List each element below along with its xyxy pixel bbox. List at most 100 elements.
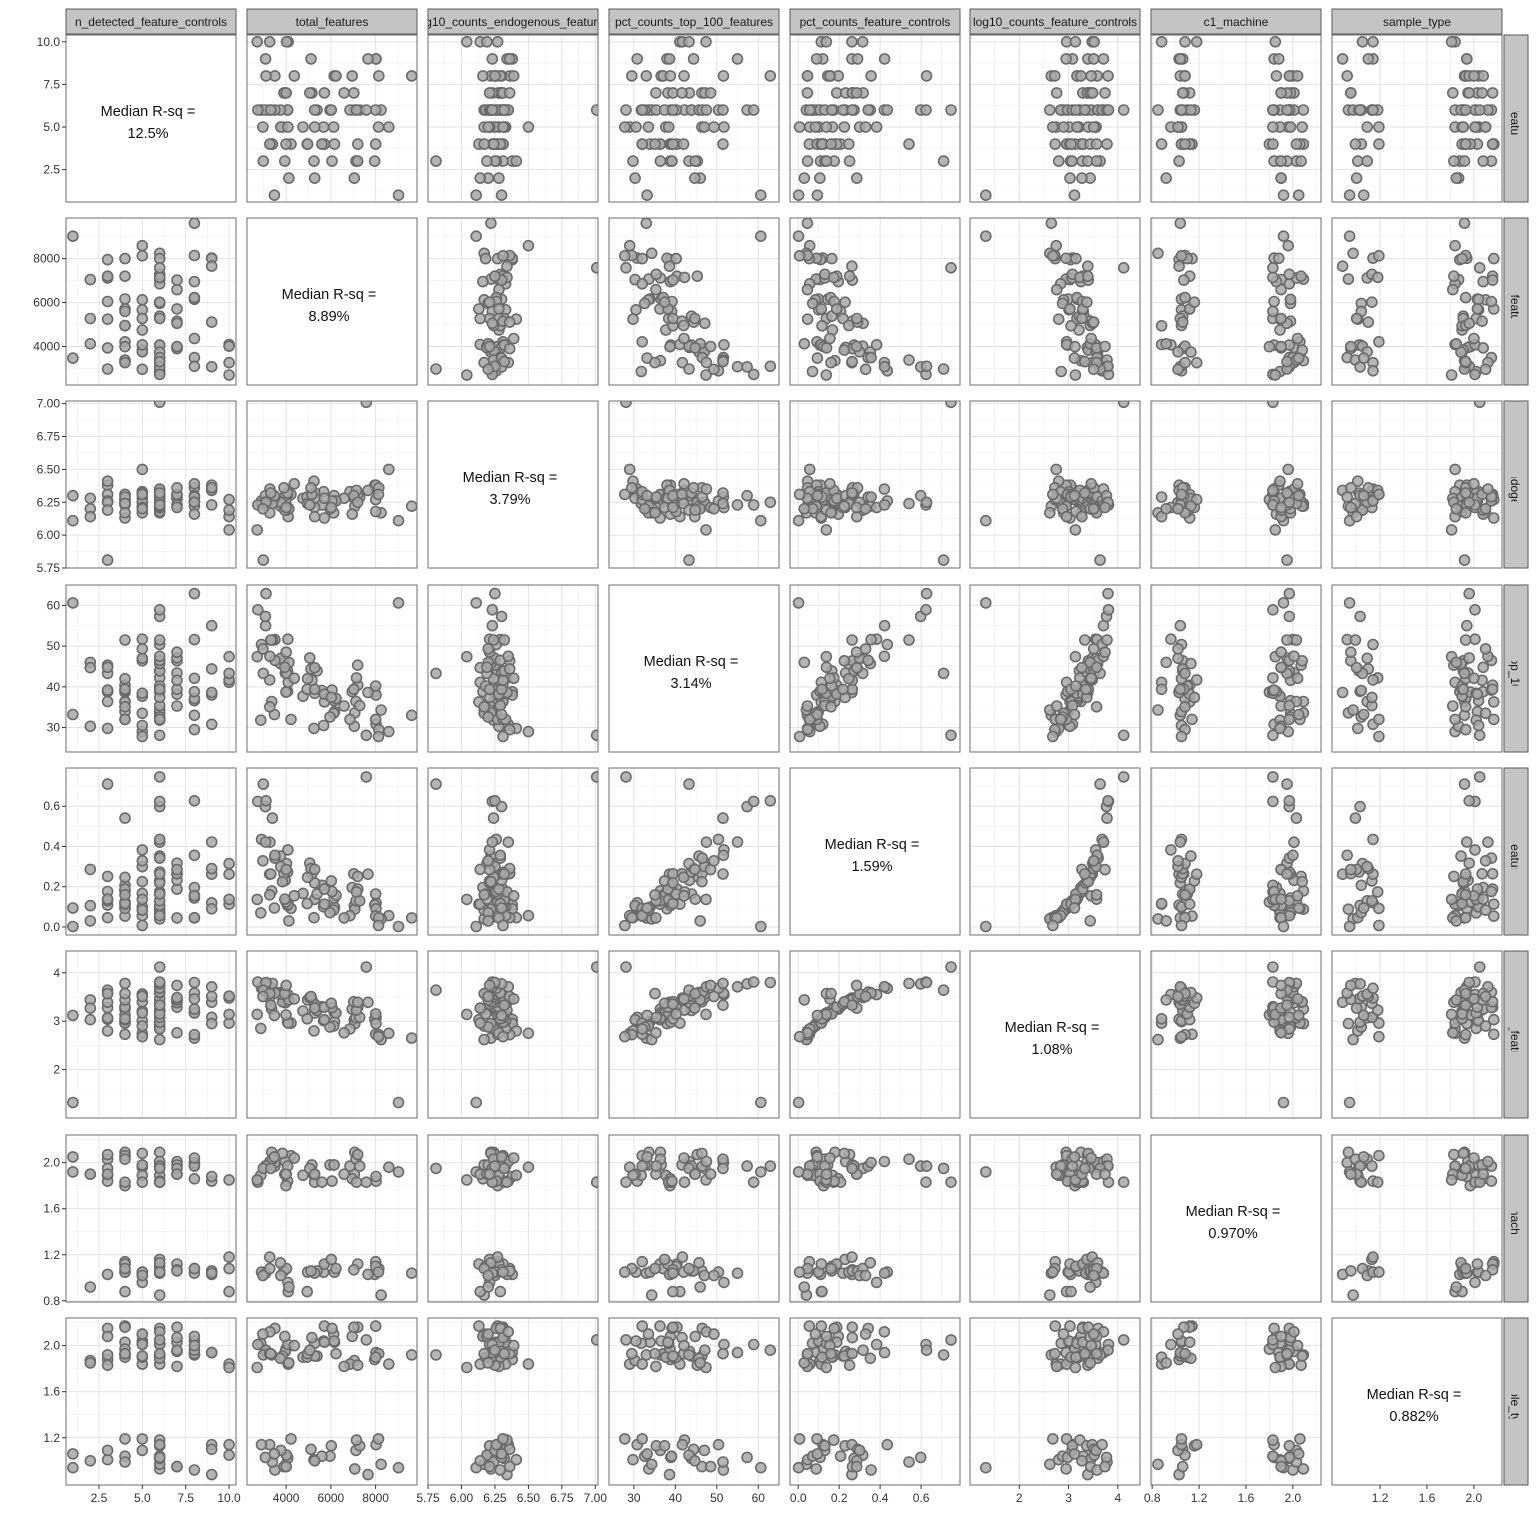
- data-point: [360, 104, 373, 116]
- data-point: [1473, 104, 1486, 116]
- panel-c1_machine-vs-log10_counts_endogenous_features: [427, 1134, 599, 1303]
- data-point: [1345, 646, 1357, 659]
- data-point: [638, 297, 651, 310]
- data-point: [1075, 70, 1087, 82]
- data-point: [497, 919, 509, 932]
- data-point: [1361, 155, 1373, 167]
- data-point: [171, 1027, 183, 1039]
- data-point: [223, 524, 235, 536]
- data-point: [630, 1335, 642, 1347]
- data-point: [308, 1002, 321, 1014]
- data-point: [188, 249, 201, 262]
- data-point: [288, 1339, 301, 1352]
- data-point: [1455, 850, 1467, 862]
- data-point: [1473, 261, 1486, 274]
- data-point: [1292, 489, 1305, 502]
- data-point: [827, 271, 840, 284]
- y-axis-n_detected_feature_controls: 2.55.07.510.0: [37, 35, 66, 177]
- data-point: [870, 1338, 883, 1351]
- data-point: [136, 904, 149, 916]
- data-point: [717, 1347, 729, 1360]
- data-point: [1445, 524, 1458, 536]
- data-point: [1447, 700, 1459, 712]
- data-point: [878, 1346, 891, 1359]
- data-point: [1486, 138, 1499, 150]
- x-tick-label: 6000: [318, 1491, 345, 1505]
- x-tick-label: 7.00: [584, 1491, 608, 1505]
- data-point: [369, 888, 382, 900]
- data-point: [268, 1151, 281, 1163]
- data-point: [153, 833, 166, 846]
- panel-total_features-vs-n_detected_feature_controls: [65, 217, 237, 386]
- data-point: [257, 502, 269, 515]
- data-point: [494, 849, 507, 862]
- data-point: [1343, 920, 1356, 933]
- data-point: [816, 683, 828, 696]
- data-point: [1102, 70, 1114, 82]
- data-point: [205, 663, 218, 675]
- data-point: [153, 650, 166, 663]
- data-point: [1461, 836, 1473, 848]
- data-point: [344, 713, 356, 726]
- data-point: [1275, 893, 1287, 906]
- data-point: [1267, 271, 1279, 284]
- data-point: [153, 1451, 166, 1464]
- data-point: [1084, 1357, 1096, 1369]
- data-point: [1450, 994, 1463, 1006]
- data-point: [507, 993, 520, 1005]
- data-point: [1345, 863, 1357, 876]
- data-point: [1459, 1028, 1472, 1041]
- data-point: [136, 875, 149, 888]
- data-point: [1269, 524, 1282, 536]
- points: [67, 401, 235, 566]
- points: [979, 1146, 1130, 1301]
- data-point: [119, 672, 131, 685]
- data-point: [920, 603, 932, 616]
- data-point: [824, 332, 836, 345]
- data-point: [188, 1464, 201, 1476]
- data-point: [372, 1030, 385, 1043]
- strip-right-label: total_features: [1508, 265, 1522, 338]
- data-point: [814, 172, 826, 184]
- data-point: [662, 1336, 674, 1348]
- data-point: [870, 338, 883, 351]
- data-point: [223, 650, 235, 663]
- y-tick-label: 2.0: [43, 1339, 60, 1353]
- data-point: [188, 911, 201, 924]
- panel-pct_counts_top_100_features-vs-c1_machine: [1150, 584, 1322, 753]
- data-point: [920, 587, 933, 600]
- x-tick-label: 1.6: [1238, 1491, 1255, 1505]
- data-point: [297, 1169, 309, 1182]
- data-point: [347, 1264, 360, 1276]
- data-point: [1350, 172, 1363, 184]
- data-point: [1178, 274, 1190, 286]
- data-point: [171, 501, 183, 514]
- data-point: [353, 1160, 366, 1172]
- data-point: [741, 489, 753, 502]
- data-point: [1373, 138, 1385, 150]
- data-point: [263, 700, 276, 713]
- data-point: [188, 496, 201, 509]
- data-point: [188, 332, 201, 345]
- data-point: [859, 363, 872, 376]
- data-point: [318, 883, 331, 895]
- data-point: [747, 1176, 760, 1188]
- data-point: [1357, 189, 1370, 201]
- data-point: [324, 906, 336, 919]
- data-point: [67, 708, 79, 721]
- data-point: [188, 685, 201, 698]
- y-tick-label: 0.0: [43, 920, 60, 934]
- data-point: [704, 1168, 717, 1180]
- x-tick-label: 0.8: [1144, 1491, 1161, 1505]
- data-point: [360, 1176, 373, 1188]
- data-point: [362, 484, 374, 497]
- data-point: [731, 499, 744, 511]
- data-point: [747, 976, 760, 988]
- data-point: [251, 603, 264, 616]
- data-point: [1085, 477, 1097, 490]
- data-point: [1047, 730, 1059, 743]
- data-point: [1267, 729, 1279, 742]
- data-point: [878, 650, 891, 663]
- data-point: [502, 650, 515, 663]
